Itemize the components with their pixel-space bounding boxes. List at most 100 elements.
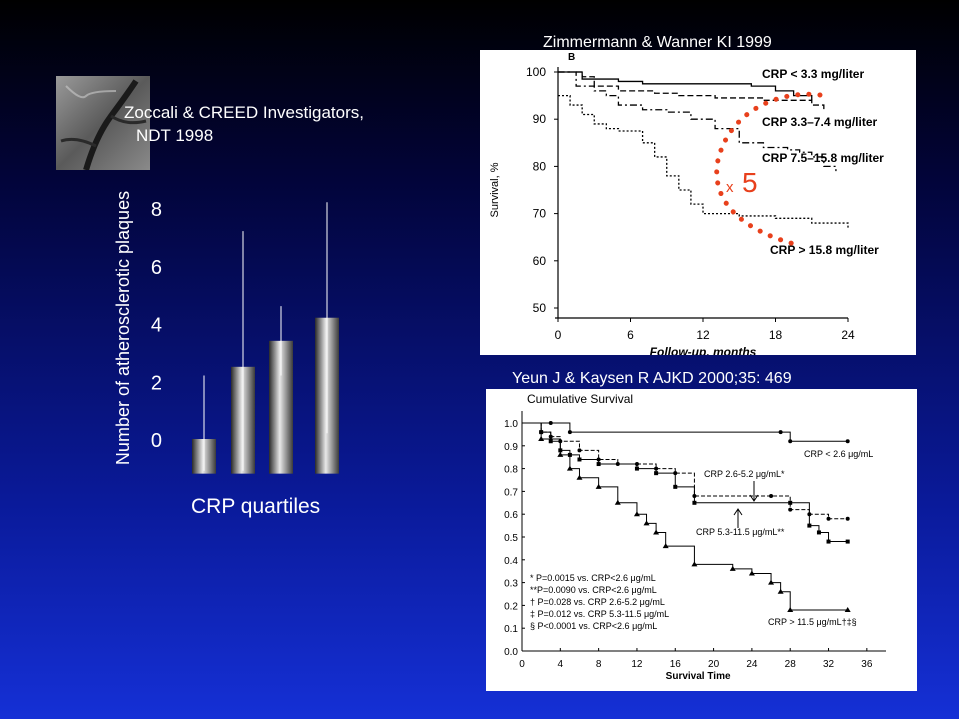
y-tick-label: 0.7 <box>504 487 518 498</box>
y-tick-label: 0.5 <box>504 533 518 544</box>
y-tick-label: 70 <box>533 207 547 221</box>
x-tick-label: 6 <box>627 328 634 342</box>
y-axis-label: Number of atherosclerotic plaques <box>113 191 133 465</box>
x-tick-label: 8 <box>596 659 602 670</box>
series-label: CRP < 3.3 mg/liter <box>762 67 864 81</box>
series-label: CRP > 11.5 μg/mL†‡§ <box>768 617 857 627</box>
series-marker <box>576 474 583 480</box>
x-tick-label: 24 <box>841 328 855 342</box>
y-axis-label: Survival, % <box>489 162 501 217</box>
yeun-panel: Cumulative Survival 0.0 0.1 0.2 0.3 0.4 0.5 0.6… <box>486 389 917 691</box>
y-tick-label: 0.2 <box>504 601 518 612</box>
series-marker <box>788 500 793 505</box>
x-axis-label: CRP quartiles <box>191 495 320 518</box>
series-marker <box>643 520 650 526</box>
series-marker <box>777 588 784 594</box>
series-marker <box>548 439 553 444</box>
series-marker <box>634 466 639 471</box>
x-tick-label: 24 <box>746 659 758 670</box>
annotation-x: x <box>726 179 734 196</box>
label-arrow <box>749 481 759 502</box>
y-tick-label: 90 <box>533 112 547 126</box>
x-tick-label: 4 <box>558 659 564 670</box>
footnote: § P<0.0001 vs. CRP<2.6 μg/mL <box>530 621 657 631</box>
x-tick-label: 20 <box>708 659 720 670</box>
series-marker <box>845 439 850 444</box>
series-marker <box>788 439 793 444</box>
zimmermann-survival-chart: 50 60 70 80 90 100 0 6 12 18 24 B Survival, % Follow-… <box>489 52 884 359</box>
angiogram-photo <box>56 76 150 170</box>
series-marker <box>557 451 564 457</box>
y-tick-label: 100 <box>526 65 546 79</box>
y-tick-label: 2 <box>151 372 162 394</box>
series-marker <box>845 539 850 544</box>
panel-letter: B <box>568 52 575 63</box>
y-tick-label: 50 <box>533 301 547 315</box>
series-line <box>558 71 837 172</box>
y-tick-label: 0.1 <box>504 624 518 635</box>
series-label: CRP 7.5–15.8 mg/liter <box>762 151 884 165</box>
series-marker <box>787 606 794 612</box>
y-tick-label: 1.0 <box>504 419 518 430</box>
series-marker <box>538 435 545 441</box>
x-tick-label: 12 <box>631 659 643 670</box>
series-marker <box>826 539 831 544</box>
series-marker <box>566 465 573 471</box>
series-marker <box>807 523 812 528</box>
x-tick-label: 16 <box>670 659 682 670</box>
series-marker <box>769 493 774 498</box>
footnote: **P=0.0090 vs. CRP<2.6 μg/mL <box>530 585 657 595</box>
annotation-multiplier: 5 <box>742 167 758 198</box>
zimmermann-citation: Zimmermann & Wanner KI 1999 <box>543 34 772 51</box>
series-marker <box>577 457 582 462</box>
series-label: CRP > 15.8 mg/liter <box>770 243 879 257</box>
series-label: CRP 2.6-5.2 μg/mL* <box>704 469 785 479</box>
series-marker <box>844 606 851 612</box>
y-tick-label: 0.4 <box>504 556 518 567</box>
x-tick-label: 0 <box>519 659 525 670</box>
zoccali-citation-line1: Zoccali & CREED Investigators, <box>124 103 364 122</box>
y-tick-label: 4 <box>151 315 162 337</box>
series-marker <box>816 530 821 535</box>
yeun-survival-chart: Cumulative Survival 0.0 0.1 0.2 0.3 0.4 0.5 0.6… <box>504 392 886 682</box>
footnote: ‡ P=0.012 vs. CRP 5.3-11.5 μg/mL <box>530 609 669 619</box>
series-marker <box>595 483 602 489</box>
series-marker <box>692 500 697 505</box>
series-marker <box>778 430 783 435</box>
plaques-bar-chart: 0 2 4 6 8 Number of atherosclerotic plaques CR… <box>113 191 339 518</box>
series-marker <box>614 499 621 505</box>
y-tick-label: 6 <box>151 257 162 279</box>
series-label: CRP 3.3–7.4 mg/liter <box>762 115 877 129</box>
series-marker <box>577 448 582 453</box>
series-line <box>558 71 813 101</box>
series-marker <box>691 561 698 567</box>
x-tick-label: 0 <box>555 328 562 342</box>
y-tick-label: 8 <box>151 199 162 221</box>
series-marker <box>662 543 669 549</box>
series-line <box>558 71 825 110</box>
series-marker <box>768 579 775 585</box>
series-marker <box>633 511 640 517</box>
label-arrow <box>733 508 743 528</box>
series-marker <box>729 565 736 571</box>
yeun-citation: Yeun J & Kaysen R AJKD 2000;35: 469 <box>512 370 792 387</box>
series-marker <box>596 462 601 467</box>
series-line <box>522 422 848 611</box>
footnote: * P=0.0015 vs. CRP<2.6 μg/mL <box>530 573 656 583</box>
y-tick-label: 0.9 <box>504 442 518 453</box>
series-marker <box>673 484 678 489</box>
chart-title: Cumulative Survival <box>527 392 633 406</box>
y-tick-label: 0.3 <box>504 579 518 590</box>
x-tick-label: 28 <box>785 659 797 670</box>
series-marker <box>788 507 793 512</box>
series-label: CRP 5.3-11.5 μg/mL** <box>696 527 785 537</box>
series-marker <box>845 516 850 521</box>
series-line <box>558 94 849 228</box>
series-marker <box>826 516 831 521</box>
series-marker <box>653 529 660 535</box>
x-tick-label: 18 <box>769 328 783 342</box>
x-axis-label: Survival Time <box>666 671 731 682</box>
annotation-curve <box>714 91 823 248</box>
x-tick-label: 36 <box>861 659 873 670</box>
x-tick-label: 32 <box>823 659 835 670</box>
